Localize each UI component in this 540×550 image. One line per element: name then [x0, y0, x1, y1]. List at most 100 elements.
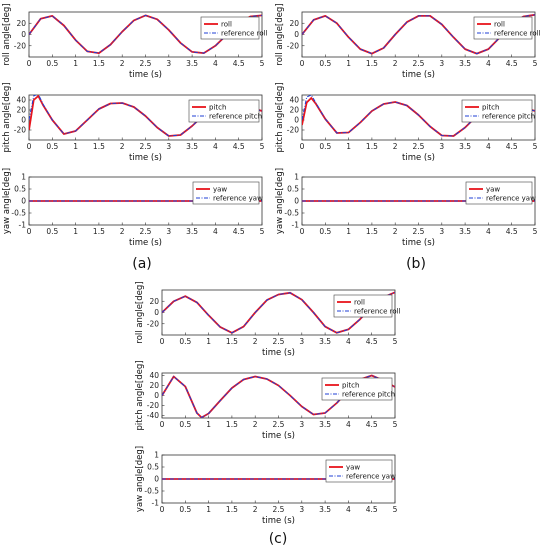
x-tick-label: 1	[206, 505, 211, 514]
y-tick-label: -1	[152, 499, 160, 508]
x-tick-label: 4	[486, 59, 491, 68]
legend-label: reference roll	[354, 308, 401, 316]
caption-b: (b)	[406, 256, 426, 272]
y-axis-label: yaw angle[deg]	[135, 446, 145, 512]
y-tick-label: -0.5	[144, 487, 159, 496]
x-axis-label: time (s)	[262, 516, 295, 526]
y-tick-label: 40	[16, 96, 26, 105]
x-tick-label: 3.5	[319, 337, 331, 346]
x-tick-label: 4.5	[506, 59, 518, 68]
x-tick-label: 3.5	[319, 420, 331, 429]
x-tick-label: 0.5	[319, 142, 331, 151]
x-tick-label: 4	[346, 505, 351, 514]
y-axis-label: roll angle[deg]	[2, 3, 12, 65]
x-tick-label: 0	[300, 227, 305, 236]
x-tick-label: 1	[206, 420, 211, 429]
x-axis-label: time (s)	[402, 238, 435, 248]
x-tick-label: 4.5	[366, 420, 378, 429]
x-tick-label: 2.5	[273, 337, 285, 346]
y-tick-label: 1	[154, 451, 159, 460]
x-tick-label: 1.5	[93, 59, 105, 68]
x-tick-label: 1.5	[226, 420, 238, 429]
x-axis-label: time (s)	[262, 348, 295, 358]
x-axis-label: time (s)	[129, 238, 162, 248]
legend-label: yaw	[346, 464, 360, 472]
x-tick-label: 4	[213, 59, 218, 68]
x-tick-label: 0.5	[179, 505, 191, 514]
y-tick-label: 40	[149, 371, 159, 380]
y-axis-label: roll angle[deg]	[135, 281, 145, 343]
x-tick-label: 1	[73, 59, 78, 68]
x-tick-label: 1	[73, 227, 78, 236]
series-reference-roll-line	[302, 14, 535, 55]
y-tick-label: -20	[14, 126, 26, 135]
x-tick-label: 3	[299, 505, 304, 514]
y-tick-label: 0	[294, 116, 299, 125]
y-tick-label: 0	[21, 30, 26, 39]
y-axis-label: pitch angle[deg]	[275, 82, 285, 152]
x-tick-label: 2	[120, 59, 125, 68]
x-tick-label: 2.5	[413, 142, 425, 151]
x-tick-label: 2	[120, 227, 125, 236]
x-axis-label: time (s)	[402, 153, 435, 163]
x-tick-label: 3	[299, 420, 304, 429]
y-tick-label: 0	[154, 391, 159, 400]
x-tick-label: 0	[160, 420, 165, 429]
y-tick-label: 40	[289, 96, 299, 105]
y-tick-label: 0.5	[287, 185, 299, 194]
x-tick-label: 0.5	[319, 227, 331, 236]
x-tick-label: 4.5	[506, 227, 518, 236]
y-tick-label: 20	[289, 19, 299, 28]
x-tick-label: 5	[393, 337, 398, 346]
x-tick-label: 1.5	[226, 337, 238, 346]
x-tick-label: 3	[439, 59, 444, 68]
x-axis-label: time (s)	[129, 70, 162, 80]
legend-label: pitch	[209, 104, 226, 112]
x-tick-label: 1	[346, 59, 351, 68]
legend-label: reference roll	[221, 30, 268, 38]
x-tick-label: 0	[27, 227, 32, 236]
legend-label: roll	[354, 299, 365, 307]
x-tick-label: 2	[253, 337, 258, 346]
x-axis-label: time (s)	[402, 70, 435, 80]
y-tick-label: -0.5	[284, 209, 299, 218]
x-tick-label: 1.5	[226, 505, 238, 514]
x-tick-label: 4	[213, 142, 218, 151]
x-tick-label: 1.5	[93, 227, 105, 236]
x-tick-label: 2.5	[140, 142, 152, 151]
x-tick-label: 3	[166, 142, 171, 151]
x-axis-label: time (s)	[129, 153, 162, 163]
legend-label: reference pitch	[482, 113, 535, 121]
y-tick-label: 0.5	[147, 463, 159, 472]
legend-box	[188, 99, 260, 123]
x-axis-label: time (s)	[262, 431, 295, 441]
x-tick-label: 4.5	[366, 505, 378, 514]
legend-label: yaw	[213, 186, 227, 194]
x-tick-label: 4	[486, 142, 491, 151]
x-tick-label: 5	[260, 227, 265, 236]
x-tick-label: 0	[160, 505, 165, 514]
caption-c: (c)	[269, 531, 288, 547]
x-tick-label: 1.5	[366, 142, 378, 151]
y-axis-label: pitch angle[deg]	[135, 360, 145, 430]
x-tick-label: 2	[120, 142, 125, 151]
y-tick-label: 0	[154, 475, 159, 484]
x-tick-label: 2.5	[140, 227, 152, 236]
x-tick-label: 2	[393, 142, 398, 151]
x-tick-label: 3.5	[459, 59, 471, 68]
y-axis-label: yaw angle[deg]	[2, 168, 12, 234]
x-tick-label: 5	[533, 142, 538, 151]
x-tick-label: 4	[346, 337, 351, 346]
legend-label: reference yaw	[213, 195, 263, 203]
legend-label: roll	[494, 21, 505, 29]
x-tick-label: 1	[206, 337, 211, 346]
x-tick-label: 4	[346, 420, 351, 429]
legend-label: pitch	[482, 104, 499, 112]
